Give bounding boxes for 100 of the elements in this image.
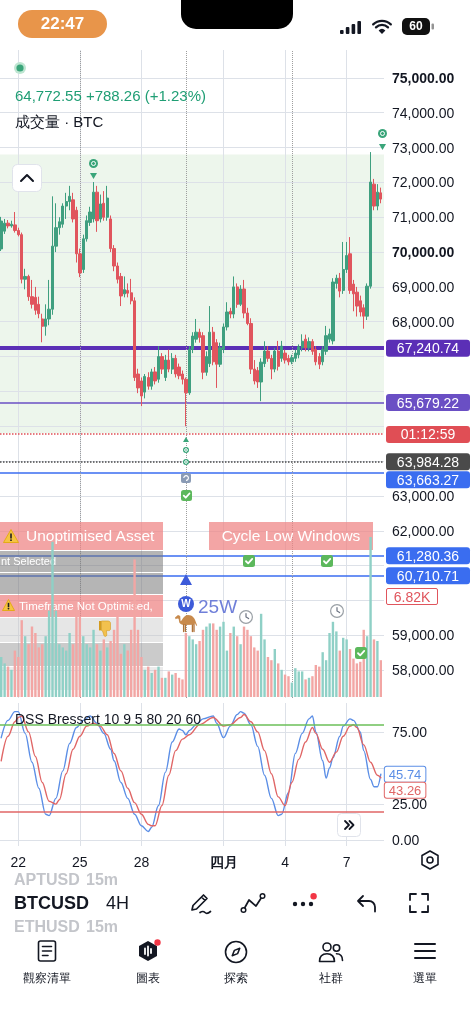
candlestick: [23, 268, 27, 290]
y-tick-label: 73,000.00: [392, 139, 455, 156]
x-tick-label: 25: [72, 854, 88, 870]
y-tick-label: 59,000.00: [392, 627, 455, 644]
text: 圖表: [135, 970, 161, 987]
bar: [369, 537, 372, 697]
y-tick-label: 70,000.00: [392, 244, 455, 261]
candlestick: [239, 284, 242, 307]
candlestick: [10, 220, 13, 229]
candlestick: [164, 354, 167, 382]
x-tick-label: 28: [133, 854, 150, 870]
bar: [92, 629, 95, 697]
x-tick-label: 7: [342, 854, 351, 870]
text: 選單: [412, 970, 438, 987]
candlestick: [201, 331, 205, 380]
candlestick: [307, 336, 311, 352]
candlestick: [92, 181, 95, 223]
y-tick-label: 62,000.00: [392, 522, 455, 539]
candlestick: [376, 183, 379, 211]
y-tick-label: 72,000.00: [392, 174, 455, 191]
y-tick-label: 71,000.00: [392, 209, 455, 226]
candlestick: [280, 340, 283, 363]
candlestick: [331, 277, 335, 345]
candlestick: [342, 241, 345, 295]
text: 15m: [86, 871, 119, 889]
candlestick: [273, 347, 276, 373]
text: 探索: [223, 970, 249, 987]
candlestick: [160, 352, 164, 375]
bar: [75, 607, 78, 697]
text: 64,772.55 +788.26 (+1.23%): [15, 87, 206, 104]
text: 4H: [106, 893, 130, 914]
ref-line-label: 63,984.28: [396, 453, 460, 470]
bar: [150, 673, 153, 697]
candlestick: [229, 307, 232, 319]
candlestick: [277, 340, 280, 372]
candlestick: [171, 352, 174, 375]
y-tick-label: 0.00: [392, 832, 420, 849]
bar: [123, 644, 126, 697]
candlestick: [102, 190, 105, 222]
candlestick: [150, 368, 153, 391]
x-tick-label: 22: [10, 854, 27, 870]
y-tick-label: 68,000.00: [392, 313, 455, 330]
bar: [376, 641, 379, 697]
candlestick: [338, 272, 341, 298]
candlestick: [95, 185, 99, 233]
candlestick: [147, 371, 150, 391]
text: BTCUSD: [14, 893, 89, 914]
candlestick: [41, 313, 44, 343]
candlestick: [13, 211, 17, 234]
candlestick: [0, 216, 3, 252]
ref-line-label: 60,710.71: [396, 567, 460, 584]
candlestick: [6, 219, 10, 229]
y-tick-label: 75.00: [392, 723, 428, 740]
ref-line-label: 65,679.22: [396, 394, 460, 411]
candlestick: [153, 366, 157, 385]
candlestick: [287, 354, 290, 366]
y-tick-label: 75,000.00: [392, 69, 455, 86]
text: 觀察清單: [22, 970, 72, 987]
bar: [116, 617, 119, 697]
ref-line-label: 67,240.74: [396, 340, 460, 357]
y-tick-label: 63,000.00: [392, 487, 455, 504]
candlestick: [236, 282, 239, 309]
annotation: Unoptimised Asset: [26, 526, 155, 546]
y-tick-label: 74,000.00: [392, 104, 455, 121]
ref-line-label: 61,280.36: [396, 547, 460, 564]
candlestick: [143, 373, 146, 399]
candlestick: [99, 194, 102, 223]
bar: [270, 660, 273, 697]
bar: [99, 650, 102, 697]
x-tick-label: 4: [281, 854, 290, 870]
candlestick: [290, 354, 294, 365]
candlestick: [304, 334, 307, 352]
bar: [157, 666, 160, 697]
text: 01:12:59: [386, 426, 470, 443]
candlestick: [232, 275, 235, 319]
annotation: Cycle Low Windows: [209, 522, 373, 550]
candlestick: [372, 178, 376, 211]
x-tick-label: 四月: [209, 854, 238, 870]
candlestick: [167, 349, 170, 373]
data-label: 45.74: [388, 766, 422, 782]
y-tick-label: 58,000.00: [392, 662, 455, 679]
text: ETHUSD: [14, 918, 80, 936]
text: 15m: [86, 918, 119, 936]
candlestick: [106, 185, 109, 222]
y-tick-label: 69,000.00: [392, 278, 455, 295]
bar: [280, 669, 283, 697]
candlestick: [157, 345, 160, 384]
text: 22:47: [18, 10, 107, 38]
data-label: 43.26: [388, 782, 422, 798]
candlestick: [379, 187, 382, 204]
bar: [321, 652, 324, 697]
bar: [287, 676, 290, 697]
candlestick: [174, 354, 177, 378]
candlestick: [20, 232, 23, 284]
bar: [246, 629, 249, 697]
text: 社群: [318, 970, 344, 987]
y-tick-label: 25.00: [392, 796, 428, 813]
text: 6.82K: [386, 588, 438, 605]
annotation: 25W: [198, 595, 238, 619]
bar: [304, 679, 307, 697]
